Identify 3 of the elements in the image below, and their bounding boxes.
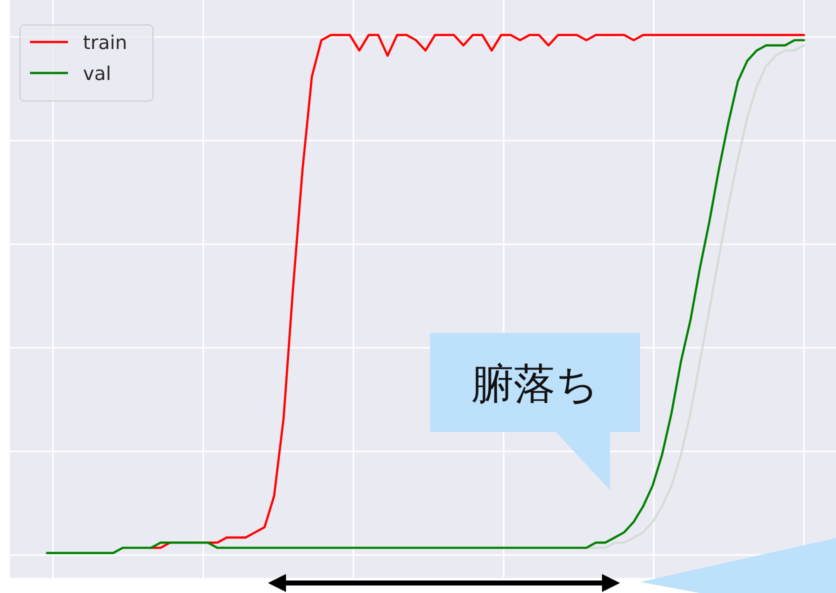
legend-label: val <box>83 63 112 85</box>
annotation: 腑落ち <box>472 359 598 408</box>
legend-label: train <box>83 32 128 54</box>
